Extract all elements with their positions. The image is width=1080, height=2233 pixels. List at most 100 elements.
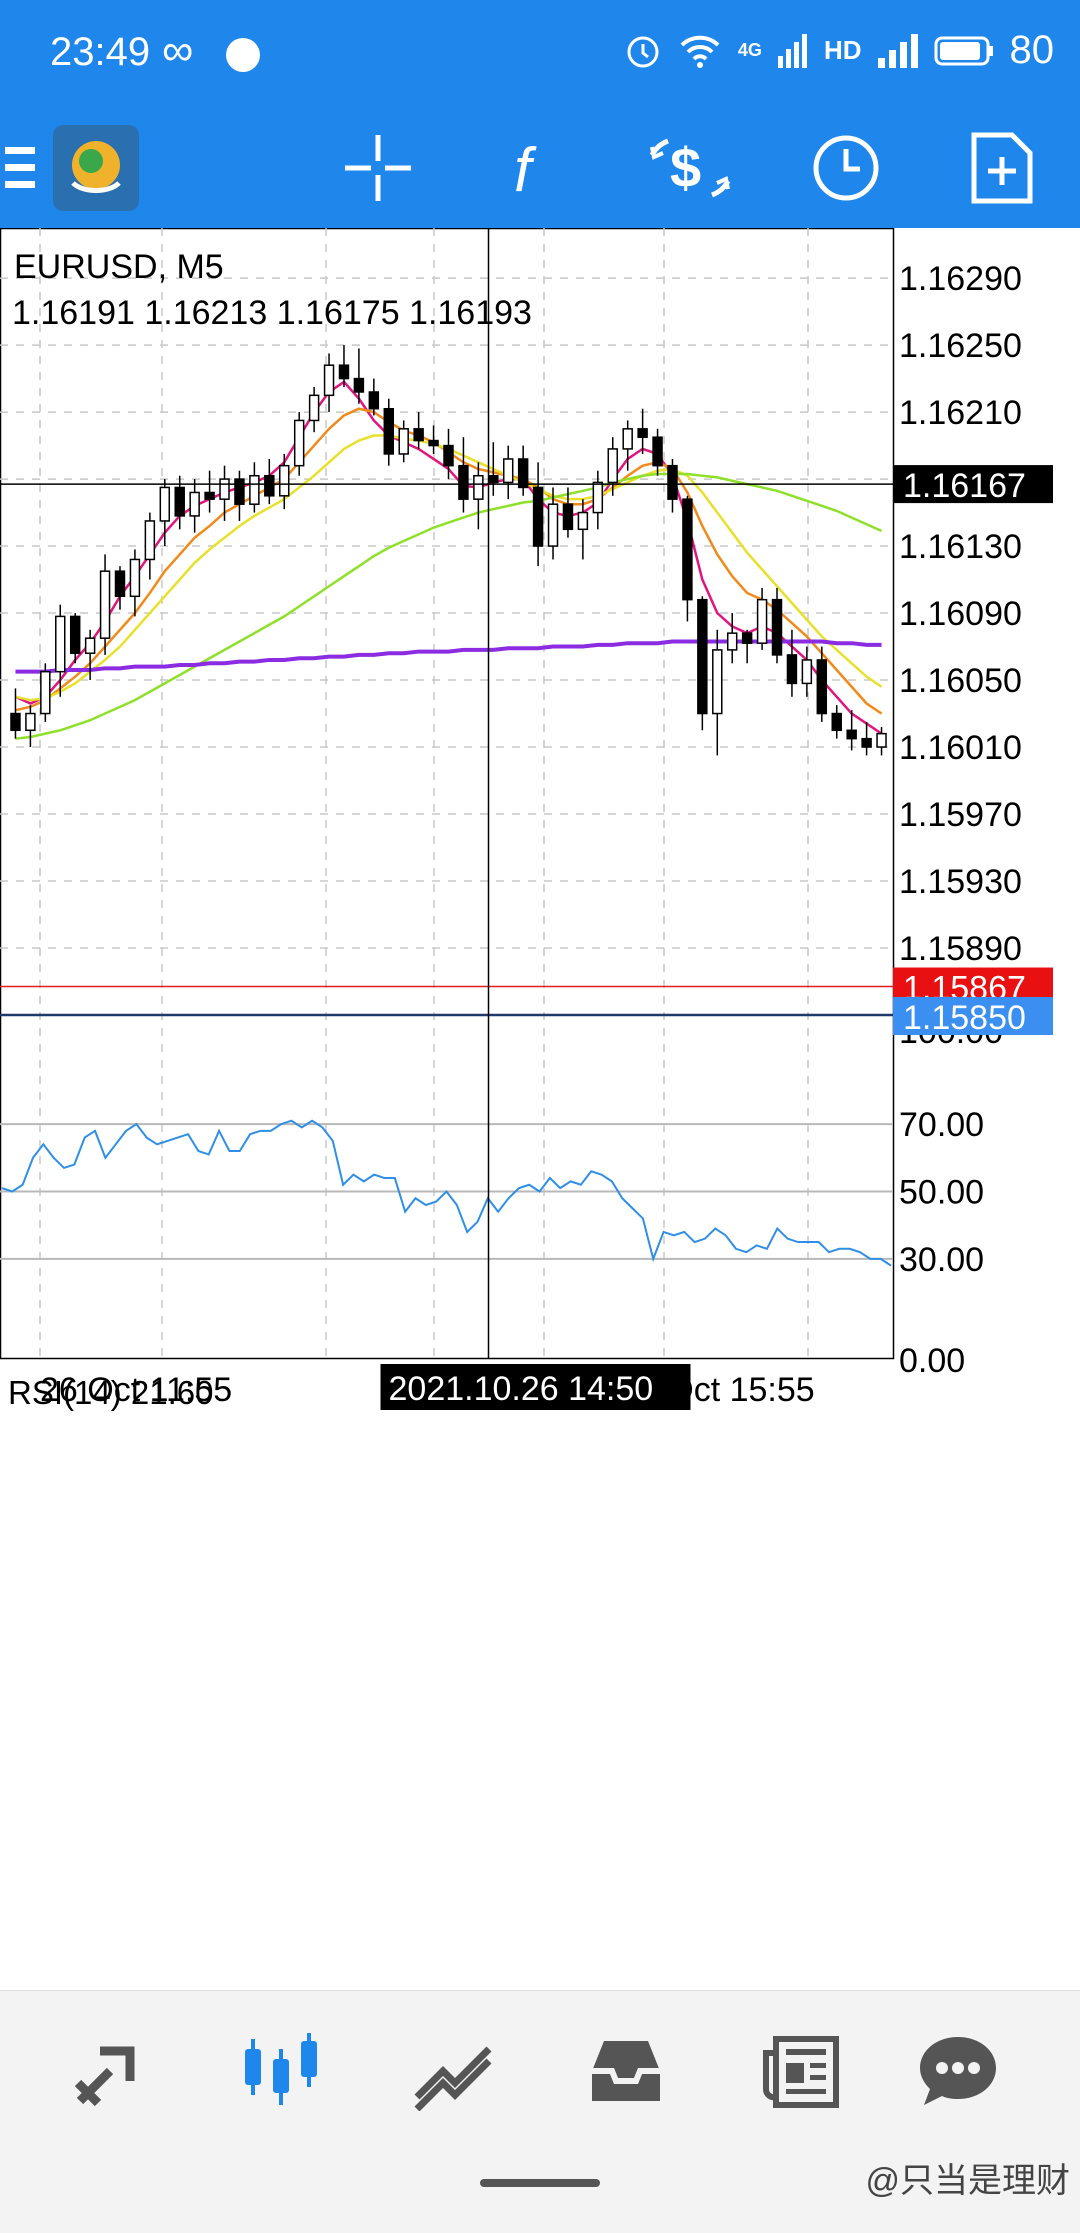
chart-area[interactable]: 1.162901.162501.162101.161701.161301.160… bbox=[0, 227, 1080, 1990]
price-tick-label: 1.16290 bbox=[899, 260, 1022, 298]
quotes-icon[interactable] bbox=[60, 2021, 160, 2121]
candle-body bbox=[652, 436, 663, 467]
candle-body bbox=[398, 428, 409, 455]
candle-body bbox=[682, 498, 693, 601]
rsi-tick-label: 70.00 bbox=[899, 1106, 984, 1144]
rsi-label: RSI(14) 21.60 bbox=[8, 1374, 214, 1411]
candle-body bbox=[756, 598, 768, 644]
moving-average-line bbox=[15, 472, 883, 740]
price-tick-label: 1.16130 bbox=[899, 528, 1022, 566]
price-tick-label: 1.15930 bbox=[899, 863, 1022, 901]
price-tick-label: 1.16250 bbox=[899, 327, 1022, 365]
candle-body bbox=[84, 637, 96, 654]
status-bar: 23:49 ∞ 4G HD 80 bbox=[0, 0, 1080, 108]
symbol-label: EURUSD, M5 bbox=[14, 248, 224, 286]
candle-body bbox=[846, 729, 857, 740]
trade-icon[interactable]: $ bbox=[646, 124, 734, 212]
candle-body bbox=[99, 570, 111, 639]
rsi-tick-label: 50.00 bbox=[899, 1174, 984, 1212]
candle-body bbox=[219, 478, 230, 500]
candle-body bbox=[502, 458, 514, 484]
price-tick-label: 1.15890 bbox=[899, 930, 1022, 968]
candle-body bbox=[264, 474, 275, 497]
candle-body bbox=[801, 659, 813, 685]
hd-badge: HD bbox=[823, 35, 862, 65]
wifi-icon bbox=[680, 35, 720, 68]
candle-body bbox=[562, 503, 574, 531]
metatrader-logo bbox=[52, 124, 140, 212]
indicators-icon[interactable]: f bbox=[490, 124, 578, 212]
candle-body bbox=[353, 377, 365, 393]
candle-body bbox=[129, 558, 141, 598]
candle-body bbox=[204, 491, 215, 500]
rsi-tick-label: 30.00 bbox=[899, 1241, 984, 1279]
menu-icon[interactable] bbox=[0, 124, 40, 212]
price-tick-label: 1.16210 bbox=[899, 394, 1022, 432]
candle-body bbox=[443, 444, 454, 467]
news-icon[interactable] bbox=[752, 2021, 852, 2121]
candle-body bbox=[861, 737, 872, 748]
candle-body bbox=[25, 712, 36, 732]
price-tick-label: 1.15970 bbox=[899, 796, 1022, 834]
candle-body bbox=[413, 428, 424, 442]
candle-body bbox=[293, 419, 305, 467]
crosshair-price-label-bg bbox=[893, 465, 1053, 504]
candle-body bbox=[249, 474, 260, 505]
candle-body bbox=[831, 712, 842, 732]
candle-body bbox=[488, 474, 499, 484]
candle-body bbox=[517, 458, 529, 489]
candle-body bbox=[741, 632, 753, 644]
candle-body bbox=[234, 478, 245, 505]
status-time: 23:49 bbox=[50, 30, 151, 74]
home-handle[interactable] bbox=[480, 2179, 600, 2187]
alarm-icon bbox=[627, 36, 659, 67]
ohlc-label: 1.16191 1.16213 1.16175 1.16193 bbox=[12, 294, 532, 332]
candle-body bbox=[532, 486, 544, 547]
blue-line-price-label: 1.15850 bbox=[903, 999, 1026, 1037]
plot-frame bbox=[0, 227, 895, 1360]
rsi-line bbox=[1, 1119, 892, 1267]
candle-body bbox=[383, 407, 395, 455]
candle-body bbox=[10, 712, 21, 732]
candle-body bbox=[338, 364, 350, 380]
signal-icon-2 bbox=[877, 33, 918, 68]
candle-body bbox=[174, 486, 185, 517]
candle-body bbox=[876, 732, 887, 748]
candle-body bbox=[771, 598, 783, 656]
candle-body bbox=[786, 654, 798, 685]
candle-body bbox=[622, 428, 633, 450]
period-icon[interactable] bbox=[802, 124, 890, 212]
candle-body bbox=[577, 511, 589, 531]
candle-body bbox=[69, 615, 81, 654]
candle-body bbox=[637, 428, 648, 438]
status-icons: 4G HD 80 bbox=[624, 28, 1054, 73]
chart-icon[interactable] bbox=[232, 2021, 332, 2121]
signal-icon bbox=[777, 33, 807, 68]
battery-level: 80 bbox=[1009, 28, 1055, 72]
candle-body bbox=[547, 503, 559, 547]
candle-body bbox=[279, 464, 290, 497]
candle-body bbox=[428, 439, 439, 447]
candle-body bbox=[55, 615, 66, 673]
candle-body bbox=[712, 649, 723, 715]
crosshair-icon[interactable] bbox=[334, 124, 422, 212]
price-chart[interactable]: 1.162901.162501.162101.161701.161301.160… bbox=[0, 227, 1080, 1990]
price-tick-label: 1.16050 bbox=[899, 662, 1022, 700]
time-label: 26 Oct 11:55 bbox=[40, 1371, 232, 1409]
chat-icon[interactable] bbox=[908, 2021, 1008, 2121]
crosshair-time-label: 2021.10.26 14:50 bbox=[389, 1370, 654, 1408]
notification-dot-icon bbox=[226, 38, 260, 72]
history-icon[interactable] bbox=[576, 2021, 676, 2121]
candle-body bbox=[607, 448, 618, 484]
price-tick-label: 1.16090 bbox=[899, 595, 1022, 633]
infinity-icon: ∞ bbox=[162, 26, 194, 75]
candle-body bbox=[473, 474, 484, 500]
candle-body bbox=[368, 391, 380, 410]
trade-nav-icon[interactable] bbox=[404, 2021, 504, 2121]
candle-body bbox=[189, 491, 200, 517]
new-order-icon[interactable] bbox=[958, 124, 1046, 212]
candle-body bbox=[816, 659, 828, 715]
blue-line-price-label-bg bbox=[893, 997, 1053, 1035]
candle-body bbox=[592, 481, 604, 514]
svg-text:f: f bbox=[514, 136, 537, 203]
